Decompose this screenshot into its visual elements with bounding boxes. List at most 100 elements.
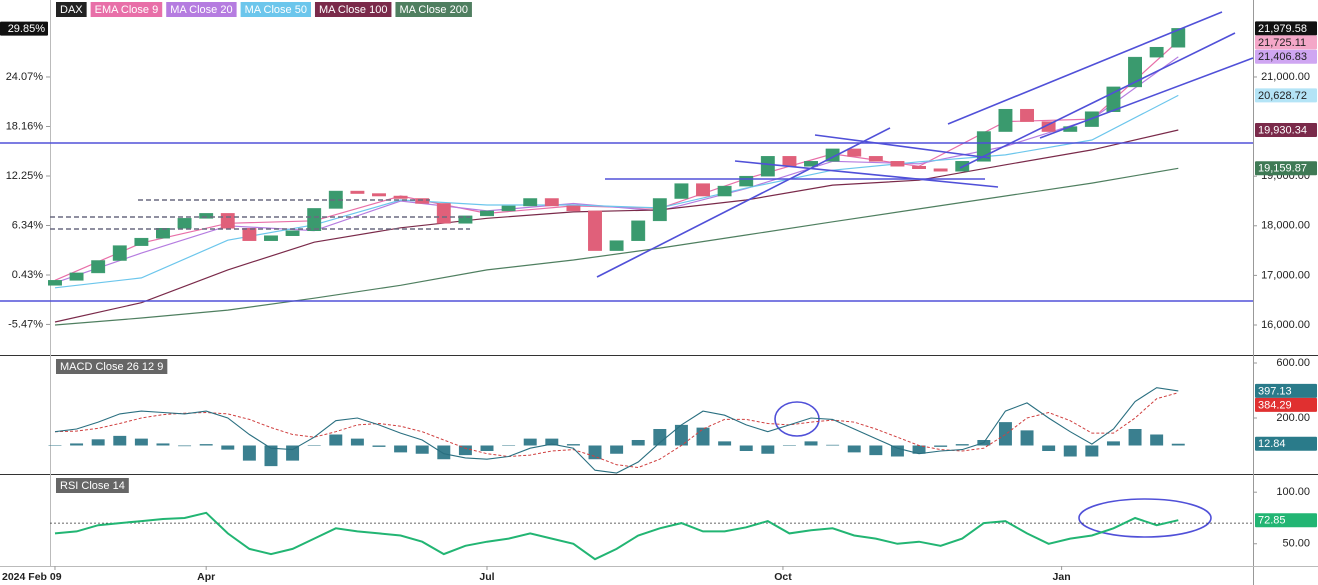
x-tick-label: Apr [197,571,215,583]
y-tick-label: 50.00 [1282,538,1310,550]
histogram-bar [718,441,732,446]
histogram-bar [350,438,364,446]
candle [69,272,84,281]
x-tick-label: Jul [479,571,494,583]
histogram-bar [761,445,775,454]
candle [933,168,948,172]
histogram-bar [566,444,580,446]
histogram-bar [653,428,667,446]
y2-tick-label: 18.16% [6,120,44,132]
candle [609,240,624,251]
annotations [0,11,1254,538]
histogram-bar [1020,430,1034,446]
histogram-bar [696,427,710,446]
trend-line [959,32,1236,169]
histogram-bar [1042,445,1056,451]
legend-box [56,359,168,374]
trend-line [947,11,1223,125]
legend-label: MACD Close 26 12 9 [60,361,163,373]
histogram-bar [674,424,688,446]
y-tick-label: 21,000.00 [1261,71,1310,83]
candle [523,198,538,207]
candle [1128,56,1143,88]
legend-label: DAX [60,4,83,16]
candle [220,213,235,229]
value-badge-label: 29.85% [8,23,46,35]
candle [1106,86,1121,112]
value-badge [1255,35,1317,50]
histogram-bar [739,445,753,451]
y2-tick-label: 12.25% [6,170,44,182]
value-badge [0,21,48,36]
value-badge [1255,161,1317,176]
value-badge [1255,21,1317,36]
value-badge-label: 21,725.11 [1258,37,1306,49]
trend-line [734,160,999,188]
candle [393,195,408,199]
histogram-bar [372,445,386,447]
moving-average-line [54,56,1179,284]
histogram-bar [502,445,516,446]
candle [868,156,883,162]
histogram-bar [307,445,321,446]
histogram-bar [1063,445,1077,457]
candle [588,210,602,251]
histogram-bar [113,435,127,446]
histogram-bar [437,445,451,460]
value-badge-label: 384.29 [1258,399,1292,411]
histogram-bar [998,422,1012,446]
candle [739,175,754,187]
y2-tick-label: -5.47% [8,318,43,330]
value-badge-label: 12.84 [1258,438,1286,450]
candle [717,185,732,197]
histogram-bar [1171,443,1185,446]
legend-box [395,2,472,17]
y-tick-label: 16,000.00 [1261,319,1310,331]
candle [285,230,300,236]
y-tick-label: 17,000.00 [1261,269,1310,281]
candle [177,218,192,229]
value-badge-label: 19,159.87 [1258,163,1307,175]
histogram-bar [890,445,904,457]
candle [112,245,127,261]
candle [501,205,516,212]
y-tick-label: 600.00 [1276,357,1310,369]
histogram-bar [134,438,148,446]
histogram-bar [199,444,213,446]
candle [631,220,646,241]
histogram-bar [955,444,969,446]
histogram-bar [523,438,537,446]
histogram-bar [869,445,883,456]
histogram-bar [847,445,861,453]
histogram-bar [934,445,948,447]
histogram-bar [415,445,429,454]
candle [847,148,862,157]
histogram-bar [329,434,343,446]
histogram-bar [610,445,624,454]
histogram-bar [804,441,818,446]
candle [480,210,494,217]
candle [458,215,473,224]
candle [1149,46,1164,58]
histogram-bar [631,439,645,446]
legend-label: MA Close 100 [319,4,387,16]
histogram-bar [48,445,62,446]
value-badge-label: 21,979.58 [1258,23,1307,35]
legend-label: EMA Close 9 [95,4,159,16]
histogram-bar [91,439,105,446]
legend-box [56,478,129,493]
legend-box [240,2,311,17]
candle [436,203,451,224]
value-badge-label: 397.13 [1258,385,1292,397]
legend-box [56,2,87,17]
y-tick-label: 100.00 [1276,486,1310,498]
histogram-bar [264,445,278,467]
value-badge [1255,436,1317,451]
histogram-bar [1106,441,1120,446]
y2-tick-label: 0.43% [12,269,43,281]
histogram-bar [242,445,256,461]
histogram-bar [826,444,840,446]
histogram-bar [588,445,602,460]
candle [1041,121,1056,132]
